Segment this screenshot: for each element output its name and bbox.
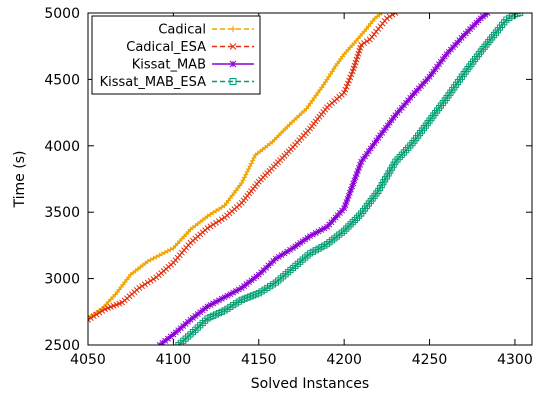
legend-item: Kissat_MAB [132, 58, 254, 73]
series-kissat-mab-esa [175, 13, 524, 345]
marker [218, 216, 225, 223]
marker [486, 13, 491, 16]
x-tick-label: 4050 [70, 352, 106, 368]
marker [351, 177, 358, 184]
marker [156, 342, 161, 345]
marker [343, 83, 350, 90]
legend-item: Cadical [158, 23, 254, 38]
marker [215, 218, 222, 225]
marker [344, 195, 351, 202]
marker [144, 279, 151, 286]
series-kissat-mab [156, 13, 491, 345]
marker [386, 13, 393, 20]
marker [229, 60, 237, 68]
marker [88, 316, 91, 321]
x-tick-label: 4300 [497, 352, 533, 368]
marker [345, 192, 352, 199]
y-tick-label: 2500 [44, 338, 80, 354]
marker [349, 183, 356, 190]
x-tick-label: 4150 [241, 352, 277, 368]
marker [363, 38, 370, 45]
marker [96, 309, 103, 316]
marker [341, 89, 348, 96]
series-cadical-esa [88, 13, 399, 323]
marker [343, 199, 350, 205]
marker [229, 78, 237, 85]
legend-label: Kissat_MAB [132, 58, 206, 73]
marker [136, 284, 143, 291]
x-tick-label: 4250 [412, 352, 448, 368]
y-tick-label: 3500 [44, 205, 80, 221]
legend-label: Cadical_ESA [126, 40, 206, 55]
marker [361, 40, 368, 47]
marker [99, 307, 106, 314]
marker [229, 43, 237, 50]
marker [139, 283, 146, 290]
y-tick-label: 4000 [44, 139, 80, 155]
marker [358, 41, 365, 48]
marker [348, 71, 355, 78]
marker [353, 171, 360, 178]
axis-ticks: 4050 4100 4150 4200 4250 4300 2500 3000 3500 4000… [44, 6, 532, 368]
marker [350, 180, 357, 187]
marker [383, 15, 390, 22]
marker [392, 13, 397, 16]
marker [88, 319, 91, 323]
marker [90, 313, 97, 320]
marker [93, 311, 100, 318]
y-tick-label: 3000 [44, 272, 80, 288]
y-tick-label: 4500 [44, 72, 80, 88]
marker [341, 205, 348, 212]
marker [348, 186, 354, 193]
marker [356, 164, 362, 171]
plot-frame [87, 12, 533, 346]
marker [354, 168, 361, 174]
marker [516, 13, 524, 17]
marker [213, 219, 220, 226]
legend: Cadical Cadical_ESA Kissat_MAB Kissat_MAB_E… [91, 15, 261, 95]
marker [204, 225, 211, 232]
marker [150, 276, 157, 282]
marker [357, 161, 364, 168]
marker [346, 77, 352, 84]
marker [346, 189, 353, 196]
marker [394, 13, 399, 16]
legend-label: Kissat_MAB_ESA [100, 75, 206, 90]
marker [347, 74, 354, 81]
marker [344, 80, 351, 87]
x-tick-label: 4100 [156, 352, 192, 368]
marker [210, 221, 217, 228]
marker [88, 315, 94, 321]
marker [484, 13, 489, 16]
marker [207, 223, 214, 230]
x-axis-title: Solved Instances [251, 376, 369, 392]
plot-marks [88, 13, 524, 345]
y-tick-label: 5000 [44, 6, 80, 22]
marker [147, 277, 154, 284]
y-axis-title: Time (s) [12, 151, 28, 209]
x-tick-label: 4200 [326, 352, 362, 368]
series-cadical [88, 13, 385, 322]
marker [342, 202, 349, 209]
legend-item: Kissat_MAB_ESA [100, 75, 254, 90]
marker [352, 174, 359, 181]
legend-item: Cadical_ESA [126, 40, 254, 55]
legend-label: Cadical [158, 23, 206, 38]
marker [141, 281, 148, 288]
marker [342, 86, 349, 93]
